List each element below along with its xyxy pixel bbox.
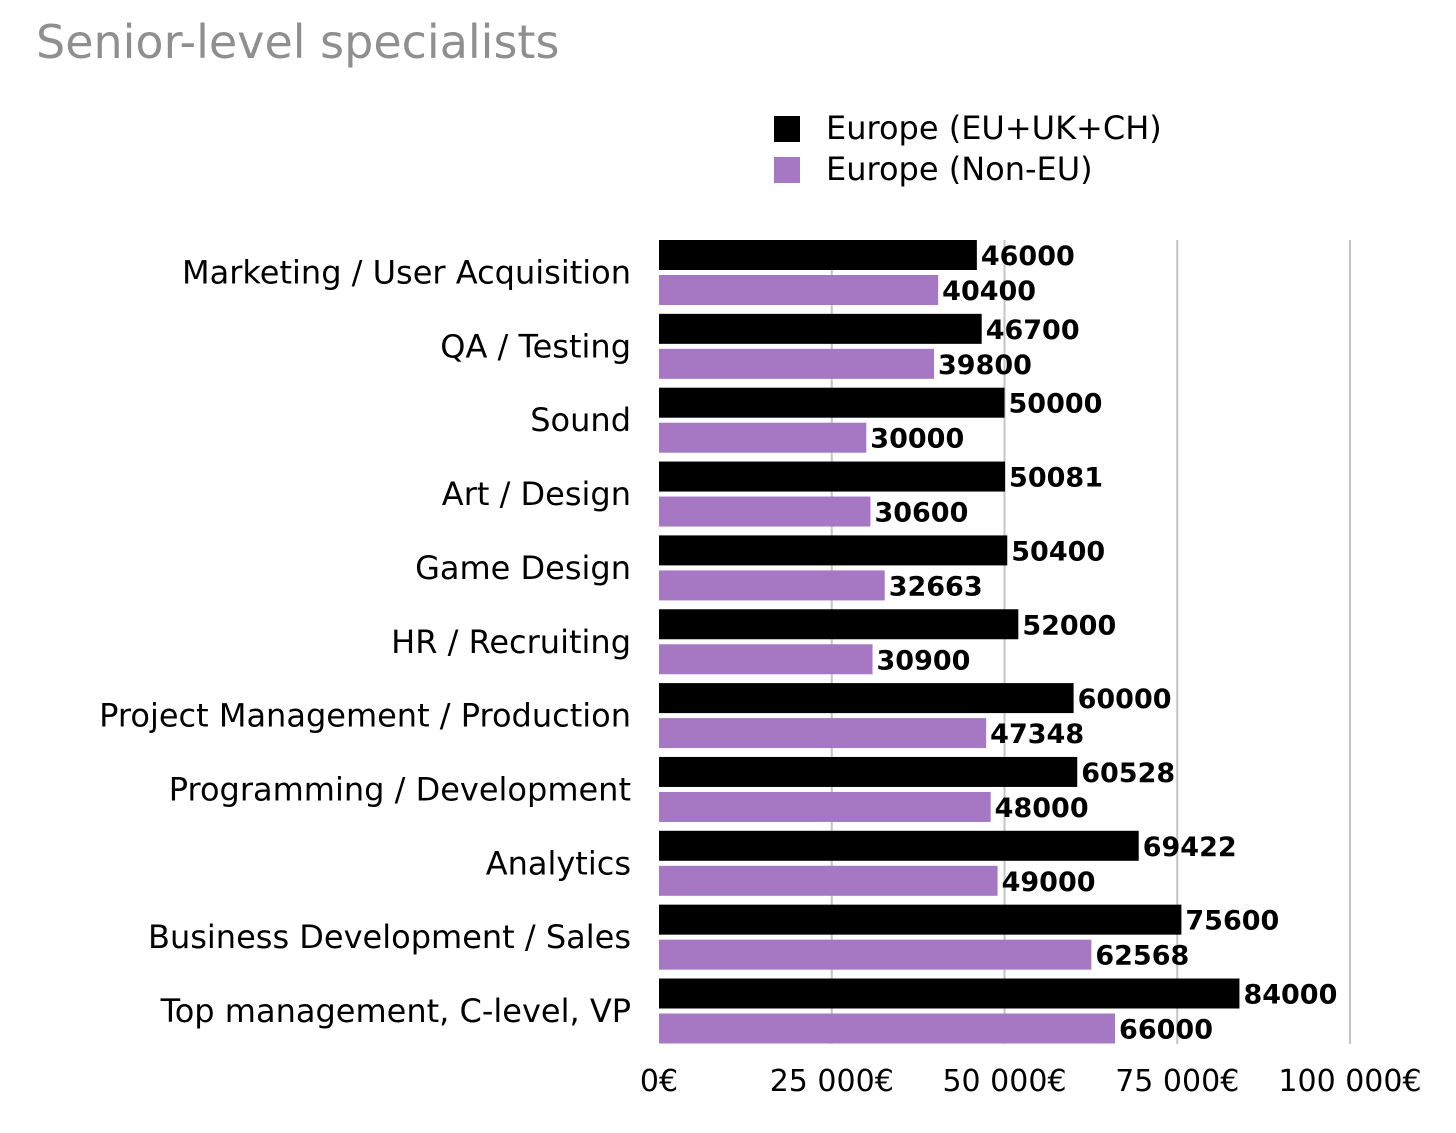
bar-series-1 bbox=[659, 830, 1139, 861]
x-tick-label: 0€ bbox=[640, 1064, 678, 1099]
bar-series-1 bbox=[659, 535, 1008, 566]
legend-swatch-1 bbox=[774, 116, 800, 142]
data-label: 75600 bbox=[1185, 906, 1279, 937]
data-label: 30900 bbox=[877, 645, 971, 676]
bar-series-1 bbox=[659, 461, 1006, 492]
legend: Europe (EU+UK+CH)Europe (Non-EU) bbox=[774, 109, 1162, 188]
chart-title: Senior-level specialists bbox=[36, 15, 559, 69]
bar-series-2 bbox=[659, 939, 1092, 970]
data-label: 84000 bbox=[1243, 980, 1337, 1011]
legend-label: Europe (Non-EU) bbox=[826, 150, 1093, 188]
bars: 46000 46700 50000 50081 50400 52000 60000 60528… bbox=[659, 240, 1337, 1046]
bar-series-1 bbox=[659, 313, 982, 344]
bar-series-2 bbox=[659, 1013, 1116, 1044]
bar-series-2 bbox=[659, 275, 939, 305]
data-label: 48000 bbox=[995, 793, 1089, 824]
category-label: Programming / Development bbox=[169, 770, 631, 808]
bar-series-1 bbox=[659, 609, 1019, 640]
data-label: 40400 bbox=[942, 276, 1036, 307]
data-label: 69422 bbox=[1143, 832, 1237, 863]
bar-series-2 bbox=[659, 348, 935, 379]
legend-swatch-2 bbox=[774, 157, 800, 183]
category-label: Marketing / User Acquisition bbox=[182, 254, 631, 292]
data-label: 47348 bbox=[990, 719, 1084, 750]
x-tick-label: 25 000€ bbox=[770, 1064, 894, 1099]
bar-series-1 bbox=[659, 904, 1182, 935]
data-label: 52000 bbox=[1022, 610, 1116, 641]
data-label: 62568 bbox=[1095, 941, 1189, 972]
category-label: Business Development / Sales bbox=[148, 918, 631, 956]
data-label: 60528 bbox=[1081, 758, 1175, 789]
bar-series-2 bbox=[659, 422, 867, 453]
bar-series-2 bbox=[659, 496, 871, 527]
data-label: 49000 bbox=[1002, 867, 1096, 898]
category-label: Top management, C-level, VP bbox=[160, 992, 631, 1030]
category-label: Art / Design bbox=[442, 475, 631, 513]
bar-series-1 bbox=[659, 683, 1074, 714]
category-label: HR / Recruiting bbox=[391, 623, 631, 661]
x-tick-label: 75 000€ bbox=[1115, 1064, 1239, 1099]
bar-series-1 bbox=[659, 756, 1078, 787]
bar-series-2 bbox=[659, 718, 987, 749]
bar-series-1 bbox=[659, 387, 1005, 418]
bar-series-2 bbox=[659, 570, 885, 601]
category-label: Sound bbox=[530, 401, 631, 439]
category-label: QA / Testing bbox=[440, 327, 631, 365]
category-labels: Marketing / User Acquisition QA / Testing… bbox=[99, 254, 631, 1031]
data-label: 46700 bbox=[986, 315, 1080, 346]
legend-label: Europe (EU+UK+CH) bbox=[826, 109, 1162, 147]
data-label: 50400 bbox=[1011, 536, 1105, 567]
bar-series-2 bbox=[659, 791, 991, 822]
bar-series-1 bbox=[659, 978, 1240, 1009]
category-label: Project Management / Production bbox=[99, 697, 631, 735]
data-label: 32663 bbox=[889, 571, 983, 602]
data-label: 39800 bbox=[938, 350, 1032, 381]
data-label: 66000 bbox=[1119, 1015, 1213, 1046]
x-axis-tick-labels: 0€ 25 000€ 50 000€ 75 000€ 100 000€ bbox=[640, 1064, 1422, 1099]
data-label: 50000 bbox=[1009, 389, 1103, 420]
bar-series-1 bbox=[659, 240, 977, 270]
bar-series-2 bbox=[659, 865, 998, 896]
x-tick-label: 50 000€ bbox=[942, 1064, 1066, 1099]
data-label: 50081 bbox=[1009, 463, 1103, 494]
data-label: 60000 bbox=[1078, 684, 1172, 715]
bar-series-2 bbox=[659, 644, 873, 675]
category-label: Game Design bbox=[415, 549, 631, 587]
x-tick-label: 100 000€ bbox=[1278, 1064, 1421, 1099]
data-label: 30600 bbox=[874, 498, 968, 529]
data-label: 46000 bbox=[981, 241, 1075, 272]
data-label: 30000 bbox=[870, 424, 964, 455]
category-label: Analytics bbox=[486, 844, 631, 882]
